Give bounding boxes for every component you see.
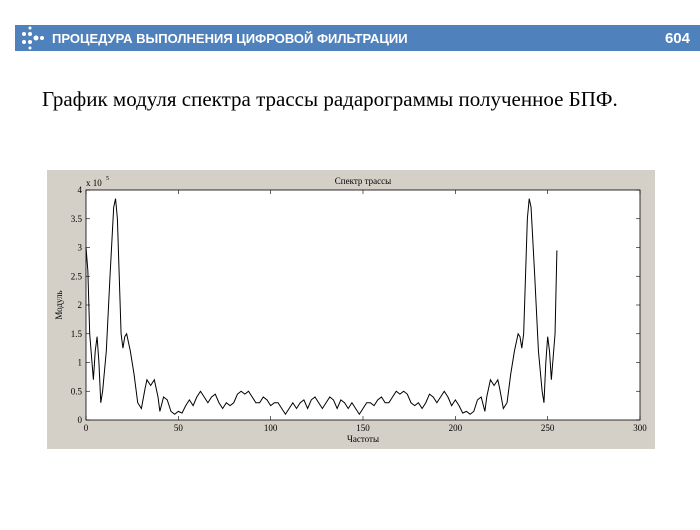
x-tick-label: 150 <box>356 423 370 433</box>
spectrum-line <box>85 198 558 416</box>
x-tick-label: 50 <box>174 423 184 433</box>
y-tick-label: 2 <box>78 300 83 310</box>
y-tick-label: 0 <box>78 415 83 425</box>
y-multiplier-exp: 5 <box>106 176 109 182</box>
y-tick-label: 3 <box>78 243 83 253</box>
x-tick-label: 100 <box>264 423 278 433</box>
y-tick-label: 3.5 <box>71 214 83 224</box>
x-tick-label: 250 <box>541 423 555 433</box>
x-axis-label: Частоты <box>347 434 379 444</box>
paragraph: График модуля спектра трассы радарограмм… <box>42 87 618 111</box>
y-tick-label: 0.5 <box>71 386 83 396</box>
y-multiplier: x 10 <box>86 178 102 188</box>
x-tick-label: 300 <box>633 423 647 433</box>
y-tick-label: 1.5 <box>71 329 83 339</box>
header-icon <box>22 26 44 50</box>
chart-title: Спектр трассы <box>335 176 391 186</box>
header-title: ПРОЦЕДУРА ВЫПОЛНЕНИЯ ЦИФРОВОЙ ФИЛЬТРАЦИИ <box>52 31 408 46</box>
y-tick-label: 4 <box>78 185 83 195</box>
x-tick-label: 200 <box>449 423 463 433</box>
text-box: График модуля спектра трассы радарограмм… <box>42 87 618 111</box>
y-tick-label: 1 <box>78 358 83 368</box>
y-tick-label: 2.5 <box>71 271 83 281</box>
x-tick-label: 0 <box>84 423 89 433</box>
plot-area <box>85 189 641 421</box>
page-number: 604 <box>665 30 691 47</box>
y-axis-label: Модуль <box>54 290 64 319</box>
header-bar <box>15 25 700 51</box>
